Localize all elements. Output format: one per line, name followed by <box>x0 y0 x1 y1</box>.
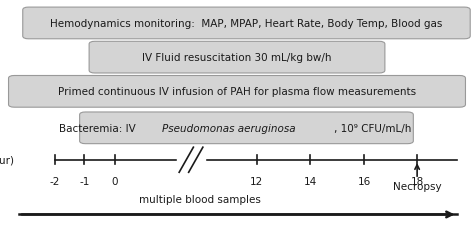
Text: , 10⁹ CFU/mL/h: , 10⁹ CFU/mL/h <box>334 123 412 133</box>
Text: 0: 0 <box>111 176 118 186</box>
Text: multiple blood samples: multiple blood samples <box>139 194 261 204</box>
Text: Primed continuous IV infusion of PAH for plasma flow measurements: Primed continuous IV infusion of PAH for… <box>58 87 416 97</box>
Text: Bacteremia: IV: Bacteremia: IV <box>59 123 139 133</box>
FancyBboxPatch shape <box>23 8 470 39</box>
Text: 18: 18 <box>410 176 424 186</box>
Text: (hour): (hour) <box>0 155 14 165</box>
Text: 14: 14 <box>304 176 317 186</box>
Text: -1: -1 <box>79 176 90 186</box>
Text: 16: 16 <box>357 176 371 186</box>
Text: -2: -2 <box>49 176 60 186</box>
Text: Hemodynamics monitoring:  MAP, MPAP, Heart Rate, Body Temp, Blood gas: Hemodynamics monitoring: MAP, MPAP, Hear… <box>50 19 443 29</box>
FancyBboxPatch shape <box>80 113 413 144</box>
Text: Pseudomonas aeruginosa: Pseudomonas aeruginosa <box>162 123 296 133</box>
FancyBboxPatch shape <box>89 42 385 74</box>
Text: IV Fluid resuscitation 30 mL/kg bw/h: IV Fluid resuscitation 30 mL/kg bw/h <box>142 53 332 63</box>
Text: 12: 12 <box>250 176 264 186</box>
FancyBboxPatch shape <box>9 76 465 108</box>
Text: Necropsy: Necropsy <box>393 182 441 192</box>
